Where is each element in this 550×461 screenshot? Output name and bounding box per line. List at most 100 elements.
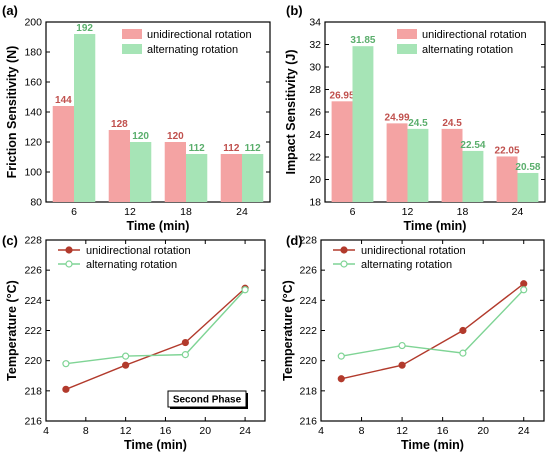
bar-unidirectional bbox=[441, 128, 463, 202]
bar-unidirectional bbox=[496, 156, 518, 202]
y-tick-label: 22 bbox=[309, 152, 321, 164]
bar-unidirectional bbox=[164, 142, 186, 202]
x-tick-label: 18 bbox=[457, 206, 469, 218]
y-tick-label: 160 bbox=[24, 77, 42, 89]
bar-unidirectional bbox=[220, 154, 242, 202]
panel-label: (d) bbox=[286, 233, 303, 248]
legend-marker bbox=[65, 246, 73, 254]
y-tick-label: 32 bbox=[309, 39, 321, 51]
point-alternating bbox=[459, 349, 467, 357]
x-tick-label: 6 bbox=[71, 206, 77, 218]
data-label-alternating: 22.54 bbox=[460, 140, 485, 151]
point-alternating bbox=[398, 341, 406, 350]
x-axis-title: Time (min) bbox=[127, 219, 190, 233]
y-tick-label: 80 bbox=[30, 197, 42, 209]
point-unidirectional bbox=[520, 280, 528, 288]
y-tick-label: 228 bbox=[299, 235, 317, 247]
panel-1: (a) 80 100 120 140 160 180 200 Time (min) Frictio… bbox=[2, 3, 271, 233]
point-unidirectional bbox=[398, 361, 406, 369]
y-tick-label: 120 bbox=[24, 137, 42, 149]
bar-alternating bbox=[407, 128, 429, 202]
legend-label: unidirectional rotation bbox=[361, 245, 466, 257]
legend-marker bbox=[340, 260, 348, 268]
x-tick-label: 24 bbox=[518, 425, 530, 437]
data-label-unidirectional: 22.05 bbox=[495, 145, 520, 156]
x-tick-label: 8 bbox=[359, 425, 365, 437]
x-tick-label: 6 bbox=[350, 206, 356, 218]
point-unidirectional bbox=[459, 326, 467, 335]
bar-unidirectional bbox=[52, 106, 74, 202]
y-tick-label: 34 bbox=[309, 17, 321, 29]
point-unidirectional bbox=[181, 338, 189, 347]
y-tick-label: 100 bbox=[24, 167, 42, 179]
legend-marker bbox=[340, 246, 348, 254]
legend-label: unidirectional rotation bbox=[422, 29, 527, 41]
legend-label: unidirectional rotation bbox=[147, 29, 252, 41]
data-label-alternating: 31.85 bbox=[350, 35, 375, 46]
y-axis-title: Temperature (°C) bbox=[5, 280, 19, 381]
legend-label: alternating rotation bbox=[86, 259, 177, 271]
line-unidirectional bbox=[65, 287, 246, 390]
y-tick-label: 220 bbox=[24, 355, 42, 367]
point-unidirectional bbox=[337, 375, 345, 383]
legend-swatch bbox=[122, 44, 142, 54]
data-label-unidirectional: 24.5 bbox=[442, 118, 462, 129]
data-label-alternating: 112 bbox=[245, 143, 262, 154]
point-unidirectional bbox=[122, 361, 130, 369]
x-tick-label: 12 bbox=[124, 206, 136, 218]
panel-2: (b) 18 20 22 24 26 28 30 32 34 Time (min) Impact Se… bbox=[284, 3, 546, 233]
y-tick-label: 180 bbox=[24, 47, 42, 59]
legend-label: alternating rotation bbox=[147, 44, 238, 56]
y-tick-label: 24 bbox=[309, 129, 321, 141]
bar-alternating bbox=[242, 154, 264, 202]
bar-alternating bbox=[462, 150, 484, 202]
y-tick-label: 220 bbox=[299, 355, 317, 367]
bar-alternating bbox=[130, 142, 152, 202]
y-tick-label: 224 bbox=[299, 295, 317, 307]
bar-unidirectional bbox=[386, 123, 408, 202]
data-label-unidirectional: 24.99 bbox=[385, 112, 410, 123]
y-tick-label: 30 bbox=[309, 62, 321, 74]
x-tick-label: 4 bbox=[318, 425, 324, 437]
point-alternating bbox=[181, 351, 189, 359]
bar-unidirectional bbox=[331, 101, 353, 202]
bar-alternating bbox=[517, 172, 539, 202]
panel-label: (c) bbox=[2, 233, 18, 248]
legend-marker bbox=[65, 260, 73, 268]
x-axis-title: Time (min) bbox=[401, 438, 464, 452]
x-tick-label: 12 bbox=[402, 206, 414, 218]
y-tick-label: 222 bbox=[299, 325, 317, 337]
y-tick-label: 226 bbox=[299, 265, 317, 277]
data-label-unidirectional: 120 bbox=[167, 131, 184, 142]
data-label-alternating: 120 bbox=[132, 131, 149, 142]
y-tick-label: 222 bbox=[24, 325, 42, 337]
line-alternating bbox=[341, 289, 525, 357]
legend-swatch bbox=[122, 29, 142, 39]
data-label-alternating: 20.58 bbox=[515, 162, 540, 173]
point-alternating bbox=[520, 286, 528, 294]
bar-unidirectional bbox=[108, 130, 130, 202]
data-label-unidirectional: 144 bbox=[55, 95, 72, 106]
y-tick-label: 228 bbox=[24, 235, 42, 247]
x-tick-label: 24 bbox=[236, 206, 248, 218]
annotation-text: Second Phase bbox=[173, 395, 242, 406]
x-tick-label: 12 bbox=[120, 425, 132, 437]
legend-label: unidirectional rotation bbox=[86, 245, 191, 257]
x-tick-label: 24 bbox=[239, 425, 251, 437]
x-tick-label: 16 bbox=[160, 425, 172, 437]
y-tick-label: 28 bbox=[309, 84, 321, 96]
x-tick-label: 20 bbox=[199, 425, 211, 437]
bar-alternating bbox=[352, 46, 374, 202]
y-axis-title: Impact Sensitivity (J) bbox=[284, 49, 298, 174]
y-tick-label: 26 bbox=[309, 107, 321, 119]
point-alternating bbox=[62, 360, 70, 368]
legend-swatch bbox=[397, 44, 417, 54]
x-tick-label: 8 bbox=[83, 425, 89, 437]
x-tick-label: 16 bbox=[437, 425, 449, 437]
legend-label: alternating rotation bbox=[361, 259, 452, 271]
legend-swatch bbox=[397, 29, 417, 39]
panel-label: (b) bbox=[286, 3, 303, 18]
x-tick-label: 20 bbox=[477, 425, 489, 437]
bar-alternating bbox=[74, 34, 96, 202]
